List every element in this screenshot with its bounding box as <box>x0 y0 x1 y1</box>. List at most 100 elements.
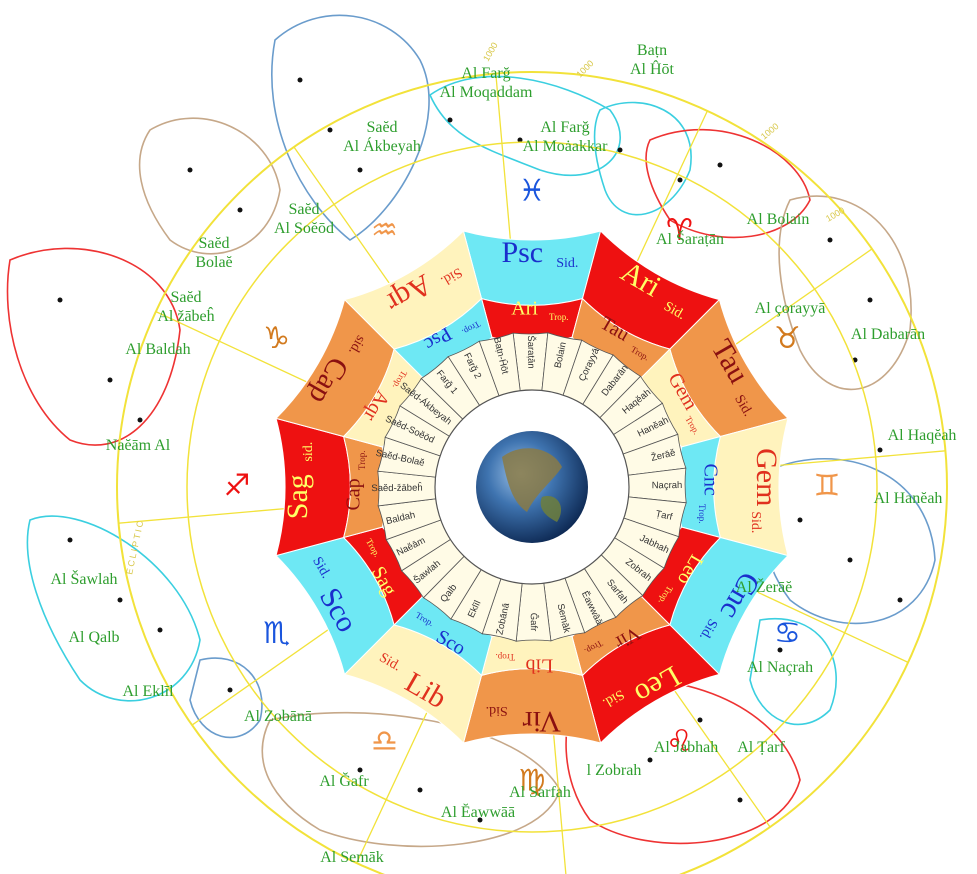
ecliptic-tick-label: 1000 <box>481 41 500 63</box>
mansion-outer-label-line: Al Dabarān <box>851 326 925 343</box>
star-dot <box>517 137 523 143</box>
sign-boundary-line <box>293 146 398 295</box>
mansion-outer-label-line: Saĕd <box>170 289 201 306</box>
zodiac-glyphs: ♓ ♈ ♉ ♊ ♋ ♌ ♍ ♎ ♏ ♐ ♑ ♒ <box>224 174 841 799</box>
star-dot <box>237 207 243 213</box>
leo-figure <box>565 679 801 845</box>
cancer-glyph: ♋ <box>774 616 801 651</box>
mansion-outer-label-line: l Zobrah <box>587 762 642 779</box>
libra-glyph: ♎ <box>371 724 398 759</box>
mansion-outer-label-line: Al Moqaddam <box>440 84 533 101</box>
mansion-outer-label: Al Eklīl <box>122 683 174 700</box>
star-dot <box>617 147 623 153</box>
tropical-sign-label: Cnc <box>699 463 721 495</box>
continent-shape <box>502 448 562 512</box>
mansion-outer-label: Al Žerāĕ <box>736 577 792 596</box>
mansion-outer-label: Saĕd Al Soĕōd <box>274 201 334 237</box>
mansion-outer-label: Al Jabhah <box>654 739 718 756</box>
star-dot <box>677 177 683 183</box>
sign-boundary-line <box>155 311 320 389</box>
sidereal-sign-label: Gem <box>750 448 783 506</box>
mansion-outer-label: Saĕd Al žābeĥ <box>157 289 214 325</box>
mansion-outer-label-line: Naĕām Al <box>106 437 171 454</box>
mansion-outer-label: Baṭn Al Ĥōt <box>630 42 675 78</box>
mansion-outer-label-line: Al Žerāĕ <box>736 577 792 596</box>
sagittarius-glyph: ♐ <box>224 469 251 504</box>
tropical-sub-label: Trop. <box>549 312 568 322</box>
ecliptic-tick-label: 1000 <box>759 121 781 142</box>
mansion-name: Naçrah <box>652 480 683 491</box>
mansion-outer-label-line: Al Naçrah <box>747 659 813 676</box>
mansion-outer-label-line: Al Eklīl <box>122 683 174 700</box>
mansion-outer-label-line: Al Sarfah <box>509 784 571 801</box>
mansion-outer-label: Al Haqĕah <box>888 427 957 444</box>
leo-glyph: ♌ <box>666 724 693 759</box>
mansion-outer-label-line: Al Farğ <box>461 65 510 82</box>
sign-boundary-line <box>191 621 340 726</box>
cancer-figure <box>749 617 837 726</box>
star-dot <box>647 757 653 763</box>
mansion-outer-label-line: Saĕd <box>198 235 229 252</box>
tropical-sub-label: Trop. <box>357 451 367 470</box>
mansion-outer-label: Saĕd Al Ákbeyah <box>343 119 421 155</box>
mansion-outer-label: Al Farğ Al Moqaddam <box>440 65 533 101</box>
sign-boundary-line <box>630 110 708 275</box>
star-dot <box>297 77 303 83</box>
star-dot <box>357 767 363 773</box>
pisces-fish-east <box>593 101 692 216</box>
mansion-outer-label: Al Ĕawwāā <box>441 802 515 821</box>
mansion-outer-label-line: Al çorayyā <box>755 300 826 317</box>
mansion-outer-label: l Zobrah <box>587 762 642 779</box>
capricorn-glyph: ♑ <box>263 321 290 356</box>
mansion-outer-label-line: Al Ṭarf <box>737 739 785 756</box>
mansion-outer-label: Al Dabarān <box>851 326 925 343</box>
sidereal-sub-label: Sid. <box>486 703 508 718</box>
sign-boundary-line <box>551 721 567 874</box>
virgo-glyph: ♍ <box>519 764 546 799</box>
mansion-outer-label-line: Al Ĕawwāā <box>441 802 515 821</box>
inner-ecliptic-ring <box>186 141 878 833</box>
mansion-outer-label: Al Hanĕah <box>874 490 943 507</box>
gemini-figure <box>758 457 936 625</box>
ecliptic-ring <box>116 71 948 874</box>
mansion-outer-label-line: Al Ĥōt <box>630 59 675 78</box>
star-dot <box>897 597 903 603</box>
mansion-outer-label-line: Al Šawlah <box>50 569 117 588</box>
sidereal-sub-label: sid. <box>301 442 316 462</box>
mansion-outer-label-line: Al Jabhah <box>654 739 718 756</box>
earth-globe <box>476 431 588 543</box>
mansion-outer-label: Al Naçrah <box>747 659 813 676</box>
mansion-outer-label-line: Al Zobānā <box>244 708 312 725</box>
aquarius-figure <box>271 14 430 241</box>
sign-boundary-line <box>724 248 873 353</box>
star-dot <box>447 117 453 123</box>
mansion-name: Ĝafr <box>528 613 539 632</box>
mansion-name-labels: Baṭn Al Ĥōt Al Farğ Al Moqaddam Al Farğ Al Mo… <box>50 42 956 866</box>
ecliptic-tick-label: 1000 <box>824 205 846 224</box>
sign-boundary-line <box>495 73 513 253</box>
sidereal-sub-label: Sid. <box>748 511 763 533</box>
star-dot <box>157 627 163 633</box>
aquarius-glyph: ♒ <box>371 213 398 248</box>
constellation-drawings <box>6 14 936 848</box>
mansion-outer-label-line: Saĕd <box>288 201 319 218</box>
tropical-sub-label: Trop. <box>496 652 515 662</box>
star-dot <box>117 597 123 603</box>
star-dot <box>107 377 113 383</box>
sidereal-sign-label: Vir <box>523 705 561 738</box>
star-dot <box>867 297 873 303</box>
mansion-outer-label: Al Sarfah <box>509 784 571 801</box>
star-dot <box>717 162 723 168</box>
star-dot <box>57 297 63 303</box>
star-dot <box>797 517 803 523</box>
star-dot <box>357 167 363 173</box>
mansion-outer-label: Naĕām Al <box>106 437 171 454</box>
pisces-fish-west <box>429 75 621 176</box>
star-dot <box>187 167 193 173</box>
mansion-outer-label-line: Al Baldah <box>125 341 190 358</box>
mansion-outer-label: Saĕd Bolaĕ <box>195 235 232 271</box>
mansion-outer-label: Al Semāk <box>320 849 384 866</box>
sidereal-sign-label: Psc <box>501 236 543 269</box>
